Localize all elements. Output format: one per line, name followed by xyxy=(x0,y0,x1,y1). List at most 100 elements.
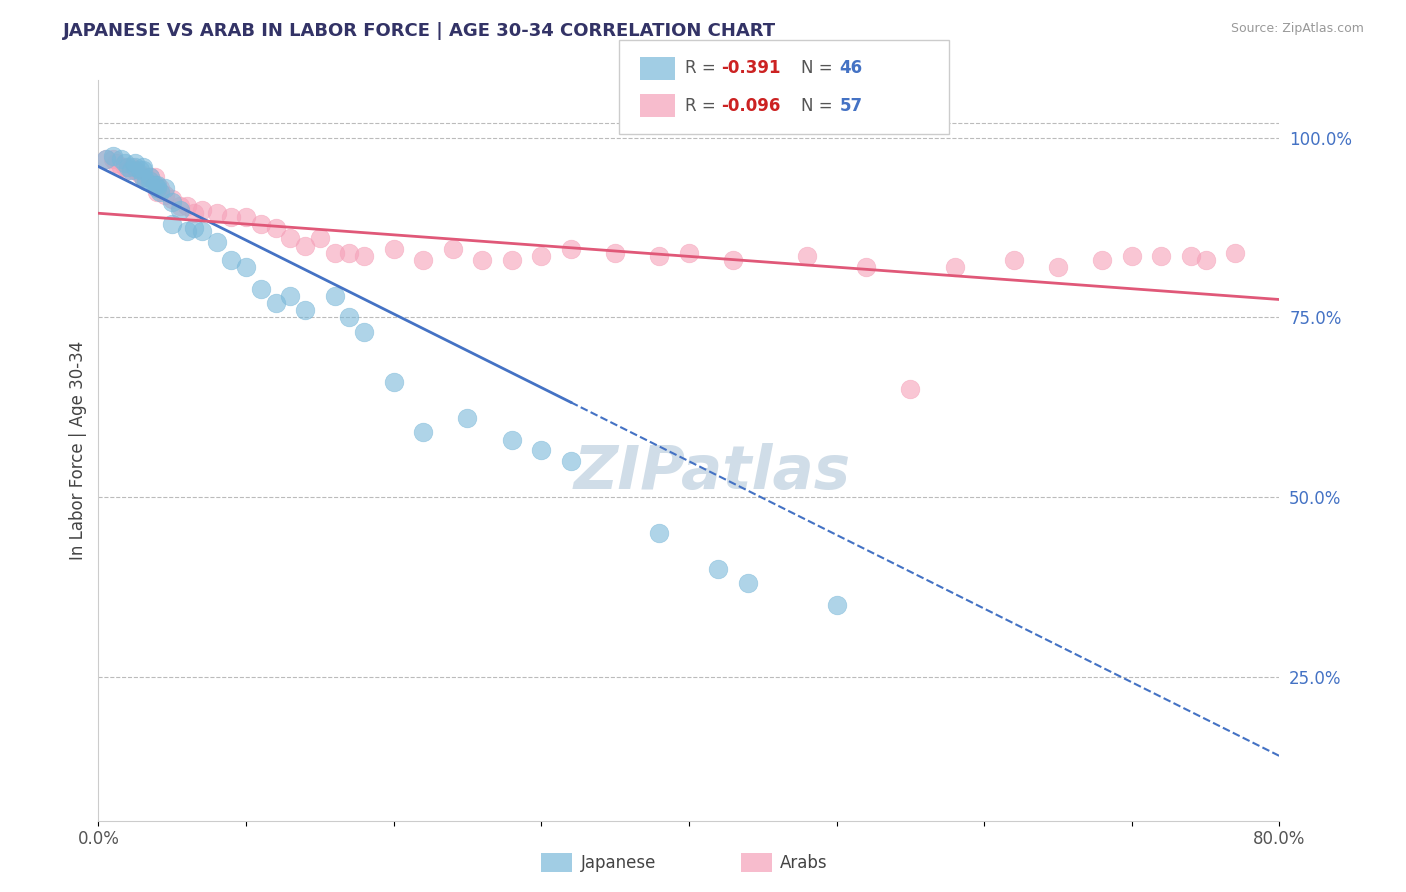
Text: Arabs: Arabs xyxy=(780,854,828,871)
Y-axis label: In Labor Force | Age 30-34: In Labor Force | Age 30-34 xyxy=(69,341,87,560)
Point xyxy=(825,598,848,612)
Point xyxy=(943,260,966,275)
Point xyxy=(339,310,361,325)
Point xyxy=(678,245,700,260)
Point xyxy=(471,252,494,267)
Text: N =: N = xyxy=(801,96,838,114)
Point xyxy=(309,231,332,245)
Point xyxy=(132,170,155,185)
Point xyxy=(501,252,523,267)
Point xyxy=(143,178,166,192)
Point xyxy=(294,303,316,318)
Point xyxy=(135,170,157,185)
Point xyxy=(103,153,125,167)
Point xyxy=(139,170,162,185)
Point xyxy=(221,210,243,224)
Point xyxy=(412,425,434,440)
Point xyxy=(132,170,155,185)
Point xyxy=(124,163,146,178)
Point xyxy=(128,163,150,178)
Point xyxy=(149,185,172,199)
Point xyxy=(900,383,922,397)
Point xyxy=(441,242,464,256)
Point xyxy=(280,289,302,303)
Point xyxy=(1002,252,1025,267)
Point xyxy=(162,217,183,231)
Point xyxy=(264,220,287,235)
Point xyxy=(117,163,139,178)
Point xyxy=(105,156,128,170)
Point xyxy=(353,325,375,339)
Point xyxy=(176,199,198,213)
Point xyxy=(796,249,818,263)
Point xyxy=(205,206,228,220)
Point xyxy=(94,153,117,167)
Point xyxy=(501,433,523,447)
Point xyxy=(323,289,346,303)
Text: ZIPatlas: ZIPatlas xyxy=(574,443,851,502)
Point xyxy=(110,153,132,167)
Point xyxy=(146,181,169,195)
Point xyxy=(169,202,191,217)
Point xyxy=(723,252,745,267)
Point xyxy=(117,160,139,174)
Point xyxy=(110,160,132,174)
Point xyxy=(191,224,214,238)
Point xyxy=(1091,252,1114,267)
Point xyxy=(530,443,553,458)
Text: R =: R = xyxy=(685,96,721,114)
Text: -0.391: -0.391 xyxy=(721,60,780,78)
Point xyxy=(235,210,257,224)
Point xyxy=(1180,249,1202,263)
Point xyxy=(221,252,243,267)
Point xyxy=(153,188,176,202)
Point xyxy=(153,181,176,195)
Point xyxy=(560,454,582,468)
Point xyxy=(648,249,671,263)
Point xyxy=(353,249,375,263)
Point xyxy=(191,202,214,217)
Point xyxy=(1150,249,1173,263)
Point xyxy=(530,249,553,263)
Point xyxy=(250,217,273,231)
Point xyxy=(339,245,361,260)
Point xyxy=(139,174,162,188)
Point xyxy=(124,160,146,174)
Point xyxy=(114,156,136,170)
Point xyxy=(1046,260,1070,275)
Point xyxy=(294,238,316,252)
Point xyxy=(1121,249,1143,263)
Point xyxy=(280,231,302,245)
Point xyxy=(128,167,150,181)
Point xyxy=(169,199,191,213)
Point xyxy=(235,260,257,275)
Point xyxy=(149,181,172,195)
Point xyxy=(412,252,434,267)
Point xyxy=(205,235,228,249)
Text: Source: ZipAtlas.com: Source: ZipAtlas.com xyxy=(1230,22,1364,36)
Point xyxy=(162,192,183,206)
Point xyxy=(132,163,155,178)
Point xyxy=(114,160,136,174)
Text: Japanese: Japanese xyxy=(581,854,657,871)
Point xyxy=(176,224,198,238)
Text: 57: 57 xyxy=(839,96,862,114)
Point xyxy=(323,245,346,260)
Text: R =: R = xyxy=(685,60,721,78)
Point xyxy=(162,195,183,210)
Point xyxy=(382,375,405,389)
Point xyxy=(139,170,162,185)
Point xyxy=(457,411,479,425)
Point xyxy=(707,562,730,576)
Point xyxy=(120,160,142,174)
Point xyxy=(94,153,117,167)
Point xyxy=(560,242,582,256)
Point xyxy=(382,242,405,256)
Text: 46: 46 xyxy=(839,60,862,78)
Point xyxy=(120,163,142,178)
Point xyxy=(183,206,205,220)
Text: JAPANESE VS ARAB IN LABOR FORCE | AGE 30-34 CORRELATION CHART: JAPANESE VS ARAB IN LABOR FORCE | AGE 30… xyxy=(63,22,776,40)
Point xyxy=(124,163,146,178)
Point xyxy=(183,220,205,235)
Point xyxy=(146,185,169,199)
